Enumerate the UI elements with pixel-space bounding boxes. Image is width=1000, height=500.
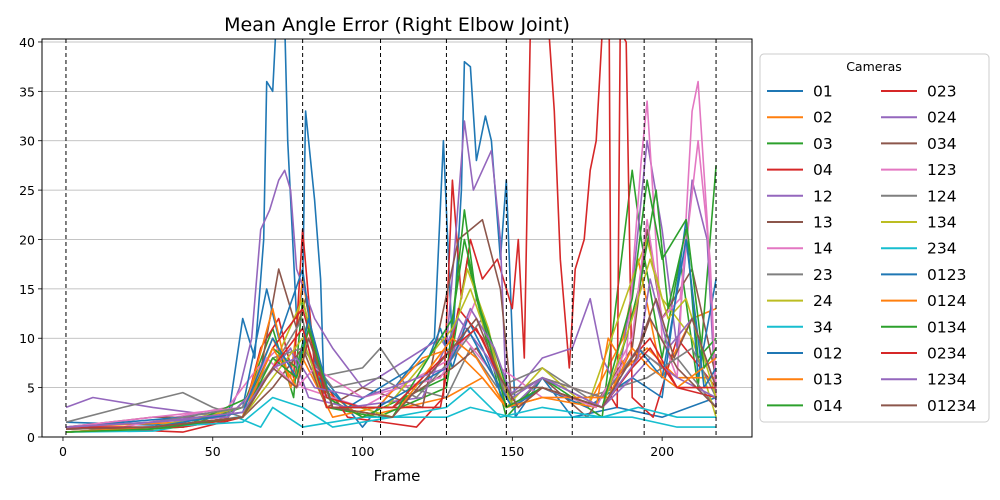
series-line-12 [65, 120, 717, 419]
legend-label: 02 [813, 109, 833, 127]
y-tick-label: 40 [19, 35, 35, 50]
legend: Cameras 01 02 03 04 12 13 14 23 24 34 012 013 014 023 0… [759, 53, 990, 423]
plot-frame [41, 38, 753, 438]
legend-label: 0134 [927, 318, 966, 336]
x-tick-label: 200 [650, 444, 674, 459]
series-line-04 [65, 39, 717, 433]
legend-label: 0123 [927, 266, 966, 284]
legend-label: 14 [813, 240, 833, 258]
y-tick-label: 10 [19, 331, 35, 346]
legend-label: 013 [813, 371, 843, 389]
y-tick-label: 0 [27, 430, 35, 445]
x-tick-label: 50 [205, 444, 221, 459]
chart-title: Mean Angle Error (Right Elbow Joint) [224, 14, 570, 36]
legend-label: 034 [927, 135, 957, 153]
legend-label: 012 [813, 345, 843, 363]
legend-label: 1234 [927, 371, 966, 389]
legend-label: 12 [813, 187, 833, 205]
series-line-234 [65, 386, 717, 433]
series-group [65, 39, 717, 433]
y-tick-label: 5 [27, 381, 35, 396]
legend-label: 234 [927, 240, 957, 258]
legend-title: Cameras [846, 59, 902, 74]
legend-label: 134 [927, 214, 957, 232]
legend-label: 124 [927, 187, 957, 205]
x-tick-label: 0 [59, 444, 67, 459]
legend-label: 03 [813, 135, 833, 153]
legend-label: 24 [813, 292, 833, 310]
y-tick-label: 15 [19, 282, 35, 297]
legend-box [759, 53, 990, 423]
legend-label: 23 [813, 266, 833, 284]
legend-label: 04 [813, 161, 833, 179]
y-tick-label: 30 [19, 134, 35, 149]
legend-label: 123 [927, 161, 957, 179]
x-axis-label: Frame [374, 467, 421, 485]
y-tick-label: 20 [19, 232, 35, 247]
legend-label: 01234 [927, 397, 976, 415]
plot-area: 0 5 10 15 20 25 30 35 40 0 50 100 150 200 [19, 35, 753, 459]
series-line-01 [65, 39, 717, 428]
legend-label: 01 [813, 83, 833, 101]
series-line-0134 [65, 179, 717, 433]
x-tick-label: 150 [500, 444, 524, 459]
legend-label: 024 [927, 109, 957, 127]
legend-label: 023 [927, 83, 957, 101]
series-line-01234 [65, 297, 717, 430]
legend-label: 13 [813, 214, 833, 232]
y-tick-label: 25 [19, 183, 35, 198]
y-tick-label: 35 [19, 84, 35, 99]
legend-label: 014 [813, 397, 843, 415]
series-line-34 [65, 406, 717, 433]
legend-label: 34 [813, 318, 833, 336]
legend-label: 0124 [927, 292, 966, 310]
x-tick-label: 100 [351, 444, 375, 459]
legend-label: 0234 [927, 345, 966, 363]
series-line-134 [65, 258, 717, 433]
